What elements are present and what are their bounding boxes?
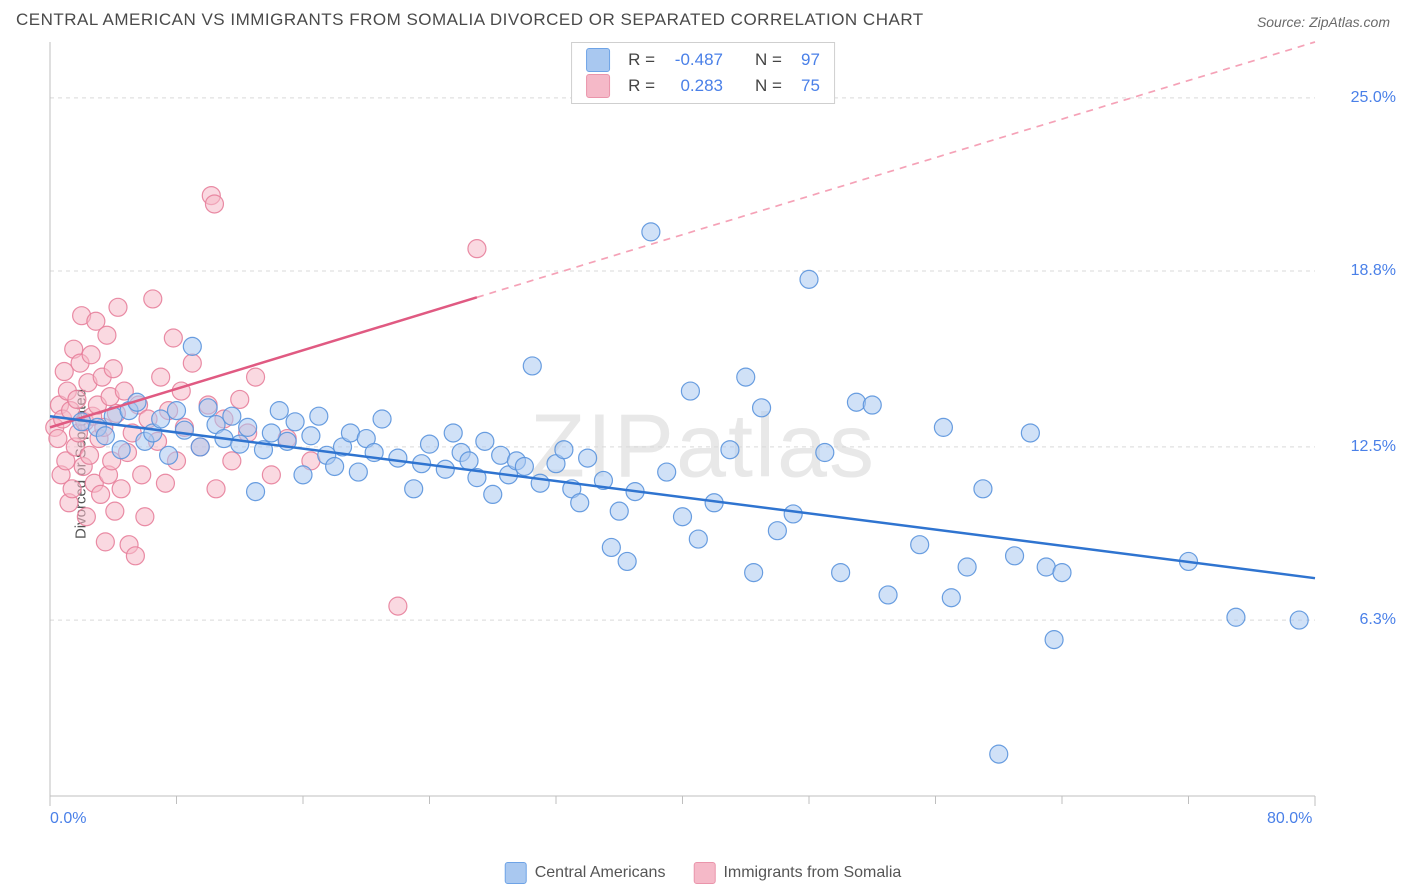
n-label: N = bbox=[755, 50, 782, 70]
chart-title: CENTRAL AMERICAN VS IMMIGRANTS FROM SOMA… bbox=[16, 10, 924, 30]
r-label: R = bbox=[628, 50, 655, 70]
r-value-blue: -0.487 bbox=[665, 50, 723, 70]
stats-row-pink: R = 0.283 N = 75 bbox=[586, 73, 820, 99]
swatch-somalia bbox=[693, 862, 715, 884]
x-tick-label: 0.0% bbox=[50, 810, 86, 828]
n-label: N = bbox=[755, 76, 782, 96]
swatch-blue bbox=[586, 48, 610, 72]
legend-label-somalia: Immigrants from Somalia bbox=[723, 864, 901, 881]
chart-area: Divorced or Separated ZIPatlas R = -0.48… bbox=[0, 36, 1406, 892]
scatter-plot bbox=[40, 36, 1380, 836]
n-value-blue: 97 bbox=[792, 50, 820, 70]
r-value-pink: 0.283 bbox=[665, 76, 723, 96]
legend-item-central: Central Americans bbox=[505, 862, 666, 884]
legend-item-somalia: Immigrants from Somalia bbox=[693, 862, 901, 884]
swatch-central bbox=[505, 862, 527, 884]
swatch-pink bbox=[586, 74, 610, 98]
legend-label-central: Central Americans bbox=[535, 864, 666, 881]
y-tick-label: 6.3% bbox=[1360, 611, 1396, 629]
y-tick-label: 12.5% bbox=[1351, 438, 1396, 456]
n-value-pink: 75 bbox=[792, 76, 820, 96]
source-attribution: Source: ZipAtlas.com bbox=[1257, 14, 1390, 30]
r-label: R = bbox=[628, 76, 655, 96]
x-tick-label: 80.0% bbox=[1267, 810, 1312, 828]
stats-box: R = -0.487 N = 97 R = 0.283 N = 75 bbox=[571, 42, 835, 104]
stats-row-blue: R = -0.487 N = 97 bbox=[586, 47, 820, 73]
y-tick-label: 25.0% bbox=[1351, 89, 1396, 107]
legend: Central Americans Immigrants from Somali… bbox=[505, 862, 902, 884]
y-tick-label: 18.8% bbox=[1351, 262, 1396, 280]
